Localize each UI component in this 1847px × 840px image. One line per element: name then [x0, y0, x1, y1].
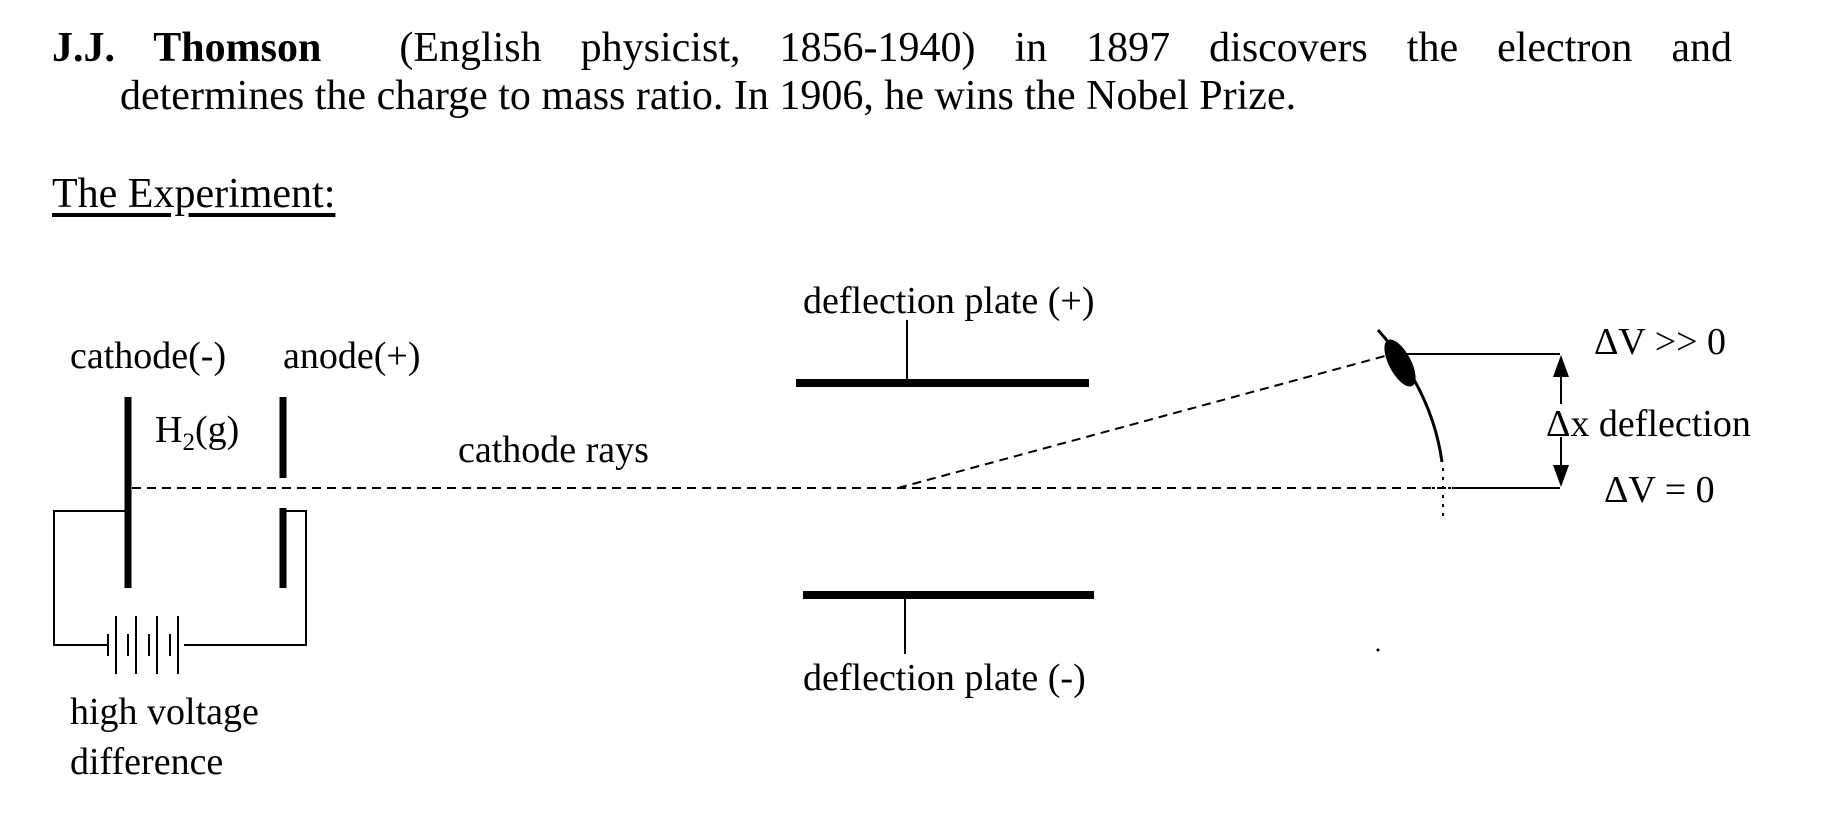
deflection-arrow — [1553, 355, 1569, 487]
circuit-wire-left — [53, 510, 128, 646]
stray-dot — [1376, 648, 1380, 652]
cathode-label: cathode(-) — [70, 335, 226, 377]
gas-label: H2(g) — [155, 409, 239, 456]
plate-negative-label: deflection plate (-) — [803, 657, 1086, 699]
intro-line-1: J.J. Thomson (English physicist, 1856-19… — [52, 24, 1732, 72]
section-title: The Experiment: — [52, 171, 336, 217]
gas-subscript: 2 — [182, 429, 195, 456]
high-voltage-label: ΔV >> 0 — [1594, 321, 1726, 363]
battery-icon — [107, 616, 179, 674]
intro-line-2: determines the charge to mass ratio. In … — [120, 73, 1297, 119]
cathode-rays-label: cathode rays — [458, 429, 649, 471]
deflected-beam — [897, 355, 1386, 489]
deflected-spot — [1384, 339, 1416, 387]
circuit-wire-right — [184, 510, 307, 646]
anode-label: anode(+) — [283, 335, 420, 377]
battery-label-line-2: difference — [70, 741, 223, 783]
intro-paragraph: J.J. Thomson (English physicist, 1856-19… — [52, 24, 1732, 120]
scientist-name: J.J. Thomson — [52, 25, 322, 71]
intro-line-1-text: (English physicist, 1856-1940) in 1897 d… — [399, 25, 1732, 71]
gas-symbol: H — [155, 409, 182, 451]
deflection-label: Δx deflection — [1546, 403, 1751, 445]
gas-state: (g) — [195, 409, 239, 451]
plate-positive-label: deflection plate (+) — [803, 280, 1095, 322]
zero-voltage-label: ΔV = 0 — [1604, 469, 1715, 511]
battery-label-line-1: high voltage — [70, 691, 259, 733]
